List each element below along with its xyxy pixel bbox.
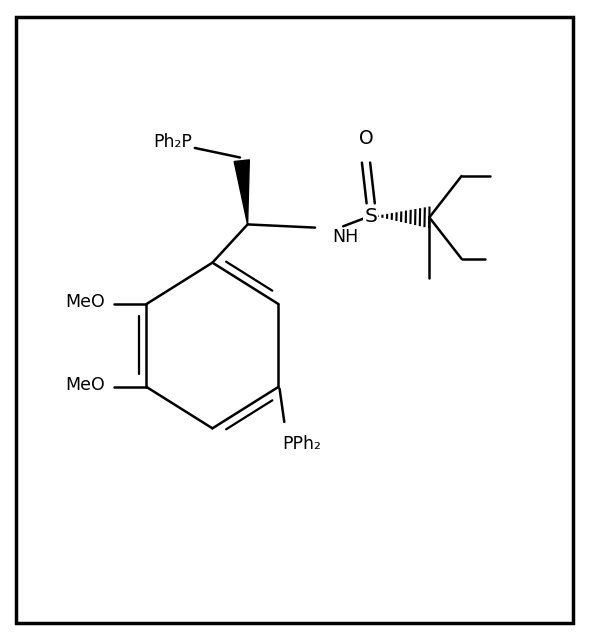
Text: PPh₂: PPh₂ (283, 435, 322, 452)
Text: S: S (364, 207, 377, 226)
Text: Ph₂P: Ph₂P (153, 132, 192, 150)
Text: O: O (359, 129, 373, 148)
Text: MeO: MeO (65, 293, 105, 311)
Text: MeO: MeO (65, 376, 105, 394)
Text: NH: NH (333, 228, 359, 246)
Polygon shape (234, 160, 249, 225)
